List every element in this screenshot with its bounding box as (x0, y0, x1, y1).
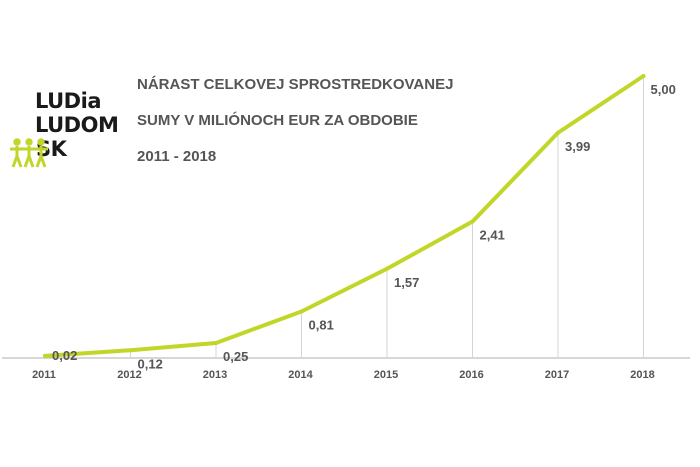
ludia-ludom-logo: LUDia LUDOM SK (10, 89, 119, 168)
chart-title: NÁRAST CELKOVEJ SPROSTREDKOVANEJ SUMY V … (137, 76, 453, 184)
data-point-2012 (128, 348, 133, 353)
data-point-2015 (385, 266, 389, 271)
x-tick-label-2011: 2011 (32, 369, 56, 381)
title-line-3: 2011 - 2018 (137, 148, 217, 165)
data-label-2015: 1,57 (394, 275, 419, 290)
data-label-2018: 5,00 (651, 82, 676, 97)
people-figures-icon (10, 138, 48, 168)
data-point-2011 (43, 353, 47, 358)
title-line-1: NÁRAST CELKOVEJ SPROSTREDKOVANEJ (137, 76, 454, 93)
data-point-2018 (641, 74, 646, 78)
data-label-2013: 0,25 (223, 349, 248, 364)
x-tick-label-2012: 2012 (117, 369, 141, 381)
data-label-2017: 3,99 (565, 139, 590, 154)
data-point-2016 (470, 219, 475, 224)
x-tick-label-2017: 2017 (545, 369, 569, 381)
x-tick-label-2014: 2014 (288, 369, 313, 381)
x-tick-label-2015: 2015 (374, 369, 398, 381)
x-tick-label-2016: 2016 (459, 369, 483, 381)
data-label-2014: 0,81 (309, 317, 334, 332)
title-line-2: SUMY V MILIÓNOCH EUR ZA OBDOBIE (137, 112, 418, 129)
data-point-2017 (556, 130, 560, 135)
data-label-2012: 0,12 (138, 356, 163, 371)
data-point-2014 (299, 309, 304, 314)
logo-line-1: LUDia (35, 89, 101, 113)
data-point-2013 (214, 340, 218, 345)
data-label-2016: 2,41 (480, 228, 505, 243)
x-tick-label-2018: 2018 (630, 369, 654, 381)
data-label-2011: 0,02 (52, 348, 77, 363)
logo-line-2: LUDOM (35, 113, 118, 137)
x-tick-label-2013: 2013 (203, 369, 227, 381)
series-line (43, 74, 646, 358)
